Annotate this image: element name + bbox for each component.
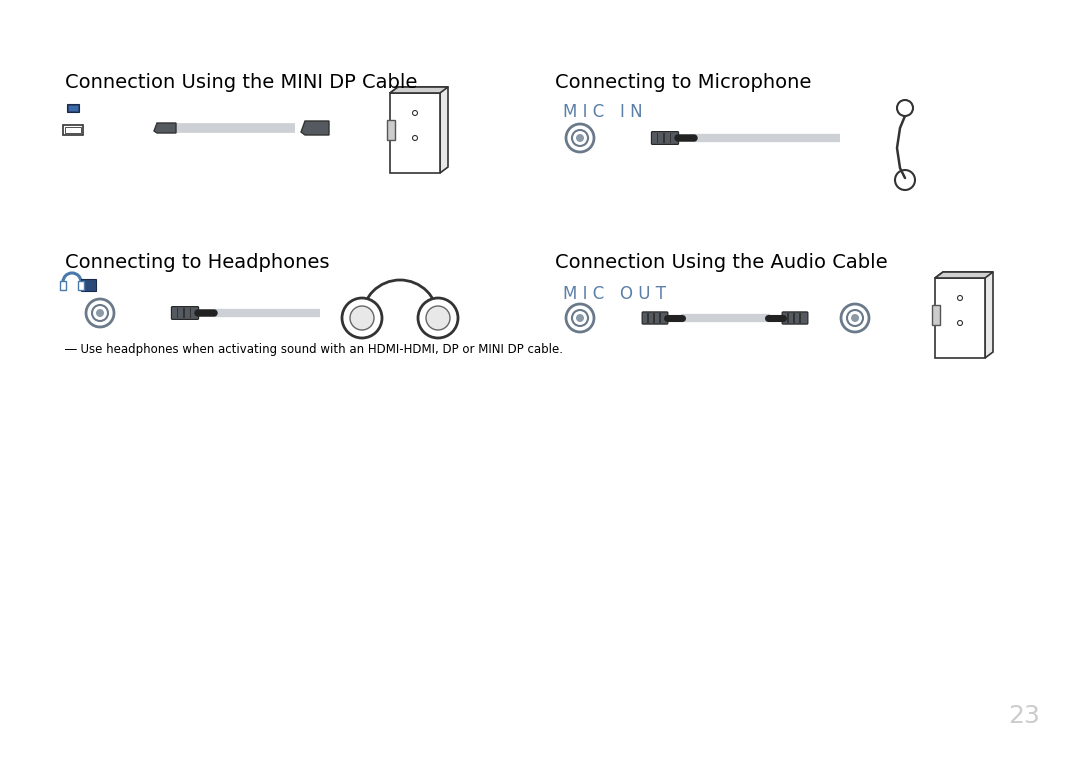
Text: Connecting to Microphone: Connecting to Microphone	[555, 73, 811, 92]
Bar	[932, 305, 940, 325]
FancyBboxPatch shape	[67, 104, 79, 112]
Circle shape	[576, 314, 584, 322]
Bar	[653, 313, 654, 323]
Circle shape	[426, 306, 450, 330]
Polygon shape	[935, 272, 993, 358]
Bar	[647, 313, 649, 323]
FancyBboxPatch shape	[651, 131, 678, 144]
Circle shape	[350, 306, 374, 330]
Circle shape	[958, 320, 962, 326]
Bar	[177, 307, 178, 318]
Circle shape	[413, 111, 418, 115]
Bar	[189, 307, 191, 318]
Bar	[799, 313, 800, 323]
FancyBboxPatch shape	[81, 279, 95, 291]
Circle shape	[86, 299, 114, 327]
Polygon shape	[935, 272, 993, 278]
FancyBboxPatch shape	[68, 105, 78, 111]
Bar	[657, 133, 658, 143]
Polygon shape	[390, 87, 448, 93]
Circle shape	[342, 298, 382, 338]
Circle shape	[851, 314, 859, 322]
Circle shape	[847, 310, 863, 326]
Text: M I C   I N: M I C I N	[563, 103, 643, 121]
Circle shape	[92, 305, 108, 321]
FancyBboxPatch shape	[782, 312, 808, 324]
Circle shape	[897, 100, 913, 116]
Polygon shape	[390, 87, 448, 173]
Text: Connection Using the Audio Cable: Connection Using the Audio Cable	[555, 253, 888, 272]
Bar	[78, 281, 84, 289]
FancyBboxPatch shape	[643, 312, 667, 324]
Circle shape	[576, 134, 584, 142]
Bar	[794, 313, 795, 323]
Text: ― Use headphones when activating sound with an HDMI-HDMI, DP or MINI DP cable.: ― Use headphones when activating sound w…	[65, 343, 563, 356]
FancyBboxPatch shape	[172, 307, 199, 320]
Text: Connection Using the MINI DP Cable: Connection Using the MINI DP Cable	[65, 73, 417, 92]
FancyBboxPatch shape	[63, 125, 83, 135]
Text: 23: 23	[1008, 704, 1040, 728]
Circle shape	[572, 130, 588, 146]
Circle shape	[895, 170, 915, 190]
Bar	[60, 281, 66, 289]
Text: M I C   O U T: M I C O U T	[563, 285, 666, 303]
Circle shape	[566, 124, 594, 152]
Bar	[659, 313, 661, 323]
Bar	[670, 133, 671, 143]
Circle shape	[413, 136, 418, 140]
Polygon shape	[154, 123, 176, 133]
Bar	[390, 93, 440, 173]
Circle shape	[418, 298, 458, 338]
Polygon shape	[301, 121, 329, 135]
Circle shape	[96, 309, 104, 317]
Bar	[387, 120, 395, 140]
Bar	[935, 278, 985, 358]
Bar	[663, 133, 664, 143]
FancyBboxPatch shape	[65, 127, 81, 133]
Circle shape	[958, 295, 962, 301]
Bar	[184, 307, 185, 318]
Text: Connecting to Headphones: Connecting to Headphones	[65, 253, 329, 272]
Circle shape	[566, 304, 594, 332]
Circle shape	[572, 310, 588, 326]
Bar	[787, 313, 788, 323]
Circle shape	[841, 304, 869, 332]
